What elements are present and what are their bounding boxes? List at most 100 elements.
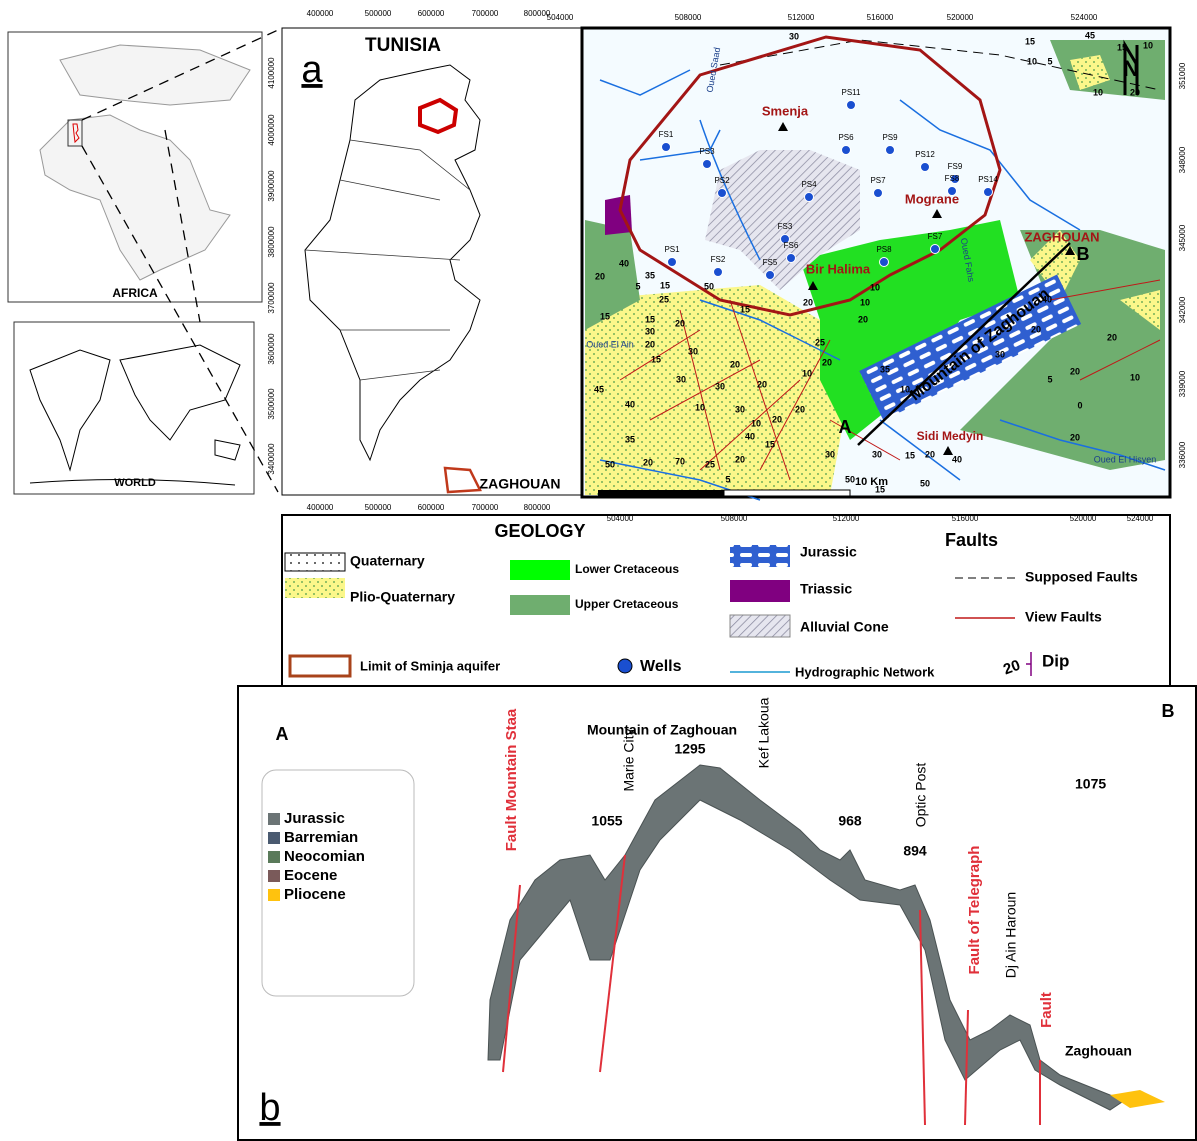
- dip-label: 20: [735, 454, 745, 464]
- x-tick-label: 516000: [867, 13, 894, 22]
- legend-swatch: [268, 851, 280, 863]
- well: [931, 245, 940, 254]
- elevation-label: 894: [903, 843, 927, 859]
- legend-label: Jurassic: [284, 810, 345, 827]
- dip-label: 5: [1047, 56, 1052, 66]
- well-label: FS9: [948, 162, 963, 171]
- dip-label: 15: [645, 314, 655, 324]
- y-tick-label: 3600000: [267, 333, 276, 365]
- legend-swatch: [730, 580, 790, 602]
- x-tick-label: 524000: [1127, 514, 1154, 523]
- legend-swatch: [268, 870, 280, 882]
- legend-swatch: [268, 832, 280, 844]
- dip-label: 25: [815, 337, 825, 347]
- dip-label: 0: [1077, 400, 1082, 410]
- dip-label: 25: [659, 294, 669, 304]
- legend-label: Supposed Faults: [1025, 569, 1138, 585]
- legend-label: Triassic: [800, 581, 852, 597]
- dip-label: 20: [1070, 366, 1080, 376]
- x-tick-label: 516000: [952, 514, 979, 523]
- legend-label: Alluvial Cone: [800, 619, 889, 635]
- y-tick-label: 4100000: [267, 57, 276, 89]
- dip-label: 45: [594, 384, 604, 394]
- well: [787, 254, 796, 263]
- legend-swatch: [285, 553, 345, 571]
- peak-label: Dj Ain Haroun: [1003, 892, 1019, 978]
- well-label: FS5: [763, 258, 778, 267]
- legend-label: Barremian: [284, 829, 358, 846]
- well: [847, 101, 856, 110]
- x-tick-label: 700000: [472, 9, 499, 18]
- elevation-label: 1295: [674, 741, 705, 757]
- y-tick-label: 3800000: [267, 226, 276, 258]
- x-tick-label: 700000: [472, 503, 499, 512]
- well: [718, 189, 727, 198]
- well: [886, 146, 895, 155]
- legend-label: Dip: [1042, 651, 1069, 670]
- dip-label: 15: [651, 354, 661, 364]
- dip-label: 20: [772, 414, 782, 424]
- legend-label: Wells: [640, 658, 682, 675]
- place-label: A: [839, 417, 852, 437]
- river-label: Oued El Hisyen: [1094, 454, 1157, 464]
- dip-label: 50: [920, 478, 930, 488]
- dip-label: 20: [1070, 432, 1080, 442]
- dip-label: 30: [676, 374, 686, 384]
- map-title: TUNISIA: [365, 35, 441, 56]
- well: [662, 143, 671, 152]
- fault-label: Fault of Telegraph: [966, 846, 983, 975]
- place-label: B: [1077, 244, 1090, 264]
- place-label: Bir Halima: [806, 261, 871, 276]
- y-tick-label: 4000000: [267, 114, 276, 146]
- dip-label: 20: [925, 449, 935, 459]
- legend-label: Lower Cretaceous: [575, 562, 679, 576]
- dip-label: 20: [1130, 87, 1140, 97]
- river-label: Oued El Ain: [586, 339, 634, 349]
- dip-label: 35: [880, 364, 890, 374]
- y-tick-label: 345000: [1178, 224, 1187, 251]
- x-tick-label: 600000: [418, 9, 445, 18]
- dip-label: 50: [845, 474, 855, 484]
- dip-label: 20: [1031, 324, 1041, 334]
- dip-label: 10: [860, 297, 870, 307]
- well-label: PS1: [664, 245, 680, 254]
- x-tick-label: 512000: [788, 13, 815, 22]
- well-label: FS3: [778, 222, 793, 231]
- page: { "insets": {"africa": "AFRICA", "world"…: [0, 0, 1197, 1141]
- dip-label: 10: [695, 402, 705, 412]
- x-tick-label: 524000: [1071, 13, 1098, 22]
- well: [842, 146, 851, 155]
- well-label: PS14: [978, 175, 998, 184]
- dip-label: 20: [1107, 332, 1117, 342]
- dip-label: 20: [757, 379, 767, 389]
- dip-label: 30: [995, 349, 1005, 359]
- dip-label: 5: [635, 281, 640, 291]
- y-tick-label: 339000: [1178, 370, 1187, 397]
- dip-label: 30: [825, 449, 835, 459]
- dip-label: 15: [740, 304, 750, 314]
- dip-label: 10: [1027, 56, 1037, 66]
- dip-label: 15: [1025, 36, 1035, 46]
- well-label: PS6: [838, 133, 854, 142]
- x-tick-label: 504000: [547, 13, 574, 22]
- x-tick-label: 512000: [833, 514, 860, 523]
- dip-label: 15: [1117, 42, 1127, 52]
- dip-label: 10: [1093, 87, 1103, 97]
- legend-label: View Faults: [1025, 609, 1102, 625]
- x-tick-label: 400000: [307, 503, 334, 512]
- dip-label: 40: [952, 454, 962, 464]
- x-tick-label: 400000: [307, 9, 334, 18]
- well: [668, 258, 677, 267]
- well: [880, 258, 889, 267]
- legend-label: Eocene: [284, 867, 337, 884]
- x-tick-label: 500000: [365, 9, 392, 18]
- peak-label: Mountain of Zaghouan: [587, 722, 737, 738]
- section-end: A: [276, 724, 289, 744]
- legend-swatch: [730, 545, 790, 567]
- legend-swatch: [510, 595, 570, 615]
- dip-label: 10: [900, 384, 910, 394]
- well: [921, 163, 930, 172]
- peak-label: Optic Post: [913, 763, 929, 828]
- dip-label: 15: [660, 280, 670, 290]
- x-tick-label: 504000: [607, 514, 634, 523]
